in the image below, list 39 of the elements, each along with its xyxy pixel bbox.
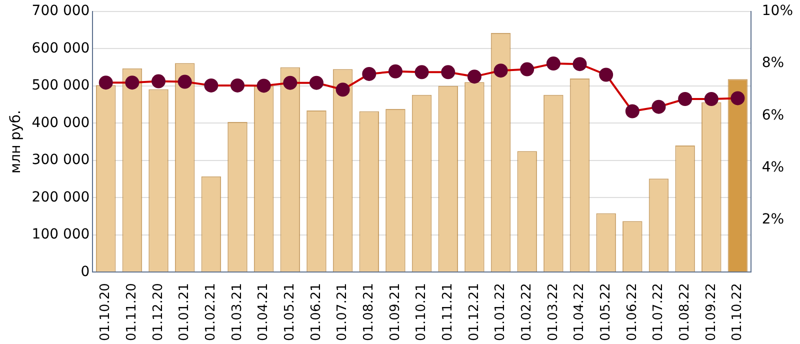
x-tick-label: 01.08.21 — [362, 283, 377, 341]
y2-tick-label: 10% — [762, 3, 794, 20]
y2-tick-label: 6% — [762, 107, 784, 124]
x-tick-label: 01.02.22 — [519, 283, 534, 341]
x-tick-label: 01.07.21 — [335, 283, 350, 341]
x-tick-label: 01.10.22 — [730, 283, 746, 341]
y-tick-label: 700 000 — [32, 3, 90, 20]
y-tick-label: 100 000 — [32, 226, 90, 243]
x-tick-label: 01.03.21 — [230, 283, 245, 341]
x-tick-label: 01.12.21 — [466, 283, 482, 341]
x-tick-label: 01.01.22 — [493, 283, 508, 341]
x-tick-label: 01.07.22 — [651, 283, 666, 341]
x-tick-label: 01.09.21 — [388, 283, 403, 341]
x-tick-label: 01.11.20 — [124, 283, 140, 341]
y2-tick-label: 8% — [762, 55, 784, 72]
x-tick-label: 01.09.22 — [704, 283, 719, 341]
x-tick-label: 01.04.22 — [572, 283, 588, 341]
x-tick-label: 01.04.21 — [256, 283, 272, 341]
x-tick-label: 01.11.21 — [440, 283, 456, 341]
y-axis-title: млн руб. — [8, 110, 24, 174]
x-tick-label: 01.08.22 — [677, 283, 692, 341]
x-tick-label: 01.06.22 — [624, 283, 640, 341]
x-tick-label: 01.05.22 — [598, 283, 614, 341]
y-tick-label: 600 000 — [32, 40, 90, 56]
y-tick-label: 200 000 — [32, 189, 90, 206]
x-tick-label: 01.05.21 — [282, 283, 298, 341]
x-tick-label: 01.12.20 — [150, 283, 166, 341]
x-tick-label: 01.01.21 — [177, 283, 192, 341]
y-tick-label: 400 000 — [32, 114, 90, 131]
y-tick-label: 300 000 — [32, 152, 90, 168]
y2-tick-label: 2% — [762, 212, 784, 228]
x-tick-label: 01.02.21 — [204, 283, 219, 341]
x-tick-label: 01.06.21 — [308, 283, 324, 341]
y-tick-label: 500 000 — [32, 78, 90, 94]
x-tick-label: 01.03.22 — [546, 283, 561, 341]
x-tick-label: 01.10.21 — [414, 283, 430, 341]
y-tick-label: 0 — [80, 264, 90, 280]
y2-tick-label: 4% — [762, 159, 784, 176]
x-tick-label: 01.10.20 — [98, 283, 114, 341]
